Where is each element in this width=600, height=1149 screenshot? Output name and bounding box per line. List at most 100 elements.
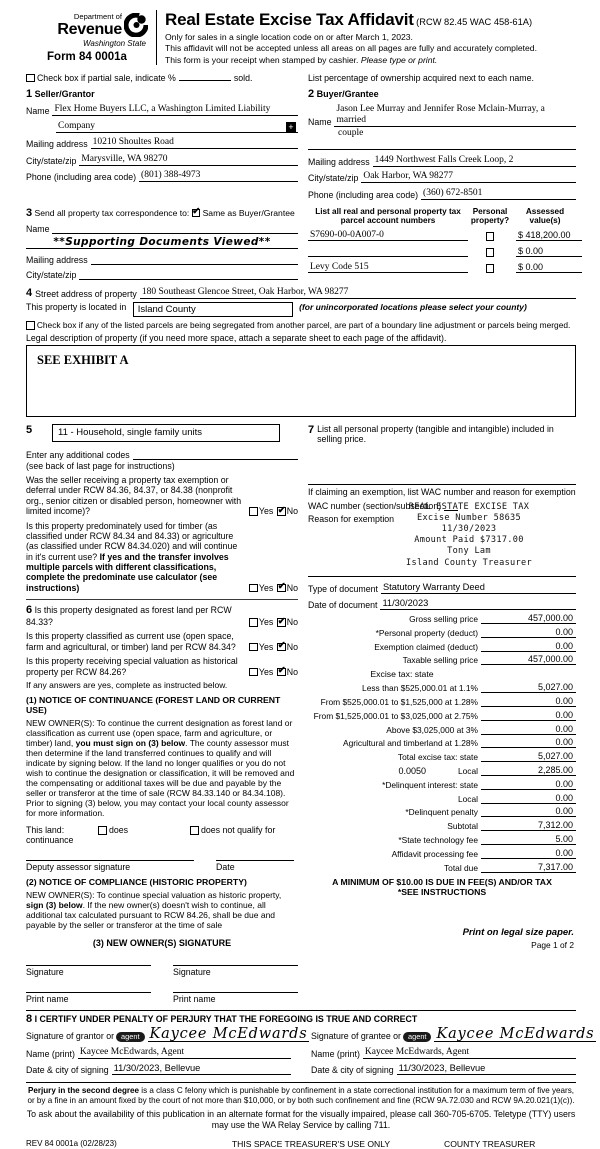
yes-checkbox[interactable] [249, 507, 258, 516]
does-not-checkbox[interactable] [190, 826, 199, 835]
stamp-divider [308, 575, 576, 577]
segregated-checkbox[interactable] [26, 321, 35, 330]
assessed-value-field[interactable]: $ 0.00 [516, 246, 582, 258]
seller-city-field[interactable]: Marysville, WA 98270 [79, 154, 298, 166]
correspondence-mailing-field[interactable] [90, 254, 298, 265]
buyer-name-field-line2[interactable]: couple [338, 128, 364, 138]
tax-row-value[interactable]: 0.00 [481, 779, 576, 790]
grantee-date-city-label: Date & city of signing [311, 1065, 394, 1076]
land-use-code-select[interactable]: 11 - Household, single family units [52, 423, 280, 442]
buyer-phone-field[interactable]: (360) 672-8501 [421, 188, 576, 200]
supporting-documents-stamp: **Supporting Documents Viewed** [26, 236, 298, 249]
seller-mailing-field[interactable]: 10210 Shoultes Road [90, 137, 298, 149]
tax-row-value[interactable]: 0.00 [481, 806, 576, 818]
tax-row-value[interactable]: 0.00 [481, 724, 576, 735]
parcel-row: S7690-00-0A007-0 $ 418,200.00 [308, 230, 582, 242]
stamp-line: 11/30/2023 [441, 524, 497, 535]
tax-row-value[interactable]: 0.00 [481, 848, 576, 859]
tax-row-value[interactable]: 5,027.00 [481, 751, 576, 763]
tax-row-value[interactable]: 0.00 [481, 793, 576, 804]
buyer-phone-label: Phone (including area code) [308, 189, 419, 200]
correspondence-city-field[interactable] [79, 269, 298, 280]
grantee-signature-field[interactable]: Kaycee McEdwards [434, 1026, 597, 1043]
stamp-line: REAL ESTATE EXCISE TAX [408, 501, 530, 512]
seller-name-field[interactable]: Flex Home Buyers LLC, a Washington Limit… [52, 104, 298, 116]
tax-row-value[interactable]: 0.00 [481, 737, 576, 749]
county-note: (for unincorporated locations please sel… [299, 302, 527, 312]
add-name-icon[interactable]: + [286, 121, 296, 132]
deputy-assessor-signature-line[interactable]: Deputy assessor signature [26, 860, 194, 872]
no-checkbox[interactable] [277, 665, 286, 677]
yes-checkbox[interactable] [249, 667, 258, 677]
grantee-date-city-field[interactable]: 11/30/2023, Bellevue [396, 1063, 576, 1076]
tax-row-value[interactable]: 0.00 [481, 696, 576, 708]
assessed-value-field[interactable]: $ 0.00 [516, 262, 582, 274]
grantor-print-name-field[interactable]: Kaycee McEdwards, Agent [77, 1047, 291, 1059]
partial-sale-percent-field[interactable] [178, 72, 231, 81]
owner-print-name-line[interactable]: Print name [26, 992, 151, 1004]
same-as-buyer-checkbox[interactable] [191, 206, 201, 217]
grantor-date-city-label: Date & city of signing [26, 1065, 109, 1076]
no-checkbox[interactable] [277, 640, 286, 652]
wac-number-field[interactable] [444, 500, 459, 511]
parcel-number-field[interactable]: S7690-00-0A007-0 [308, 230, 468, 242]
buyer-name-field-line3[interactable] [308, 139, 576, 150]
partial-sale-checkbox[interactable] [26, 73, 35, 82]
date-of-document-field[interactable]: 11/30/2023 [380, 598, 576, 611]
section2-number: 2 [308, 87, 315, 100]
tax-row-label: From $525,000.01 to $1,525,000 at 1.28% [320, 697, 478, 708]
land-qualify-row: This land: does does not qualify for [26, 825, 298, 835]
seller-phone-field[interactable]: (801) 388-4973 [139, 170, 298, 182]
tax-row-value[interactable]: 7,317.00 [481, 862, 576, 873]
type-of-document-field[interactable]: Statutory Warranty Deed [380, 582, 576, 594]
tax-row-label: Subtotal [447, 821, 478, 832]
buyer-name-field[interactable]: Jason Lee Murray and Jennifer Rose Mclai… [334, 104, 576, 127]
no-checkbox[interactable] [277, 616, 286, 627]
parcel-number-field[interactable] [308, 246, 468, 258]
deputy-date-line[interactable]: Date [216, 860, 294, 872]
seller-phone-label: Phone (including area code) [26, 172, 137, 182]
grantee-print-name-field[interactable]: Kaycee McEdwards, Agent [362, 1047, 576, 1059]
signature-label: Signature [173, 967, 211, 978]
seller-name-field-line2[interactable]: Company + [56, 121, 298, 133]
tax-row-value[interactable]: 5.00 [481, 834, 576, 845]
buyer-city-field[interactable]: Oak Harbor, WA 98277 [361, 171, 576, 183]
buyer-mailing-field[interactable]: 1449 Northwest Falls Creek Loop, 2 [372, 155, 576, 167]
no-checkbox[interactable] [277, 505, 286, 516]
street-address-field[interactable]: 180 Southeast Glencoe Street, Oak Harbor… [139, 287, 576, 299]
personal-property-checkbox[interactable] [485, 232, 495, 241]
yes-checkbox[interactable] [249, 618, 258, 627]
does-checkbox[interactable] [98, 826, 107, 835]
personal-property-checkbox[interactable] [485, 248, 495, 257]
tax-row-value[interactable]: 0.00 [481, 641, 576, 652]
grantor-date-city-field[interactable]: 11/30/2023, Bellevue [111, 1063, 291, 1076]
dept-of-label: Department of [73, 12, 122, 21]
parcel-number-field[interactable]: Levy Code 515 [308, 262, 468, 274]
assessed-value-field[interactable]: $ 418,200.00 [516, 230, 582, 242]
owner-signature-line[interactable]: Signature [173, 965, 298, 977]
legal-description-field[interactable]: SEE EXHIBIT A [26, 344, 576, 417]
title-rcw-reference: (RCW 82.45 WAC 458-61A) [416, 17, 533, 27]
owner-print-name-line[interactable]: Print name [173, 992, 298, 1004]
no-checkbox[interactable] [277, 581, 286, 593]
yes-checkbox[interactable] [249, 642, 258, 652]
tax-row-value[interactable]: 0.00 [481, 627, 576, 638]
parcel-table: List all real and personal property tax p… [308, 207, 582, 281]
yes-checkbox[interactable] [249, 583, 258, 593]
county-select[interactable]: Island County [132, 302, 293, 317]
additional-codes-field[interactable] [132, 449, 298, 460]
tax-row-value[interactable]: 457,000.00 [481, 654, 576, 666]
tax-row-value[interactable]: 0.00 [481, 710, 576, 721]
tax-row-value[interactable]: 5,027.00 [481, 682, 576, 694]
tax-row-value[interactable]: 457,000.00 [481, 613, 576, 625]
tax-row-label: Gross selling price [409, 614, 478, 625]
tax-row-label: From $1,525,000.01 to $3,025,000 at 2.75… [313, 710, 478, 721]
grantor-signature-field[interactable]: Kaycee McEdwards [147, 1026, 310, 1043]
personal-property-checkbox[interactable] [485, 264, 495, 273]
personal-property-list-field[interactable] [308, 470, 576, 486]
tax-row-label: *State technology fee [398, 835, 478, 845]
tax-row-value[interactable]: 2,285.00 [481, 765, 576, 777]
correspondence-name-field[interactable] [52, 223, 298, 234]
owner-signature-line[interactable]: Signature [26, 965, 151, 977]
tax-row-value[interactable]: 7,312.00 [481, 820, 576, 832]
